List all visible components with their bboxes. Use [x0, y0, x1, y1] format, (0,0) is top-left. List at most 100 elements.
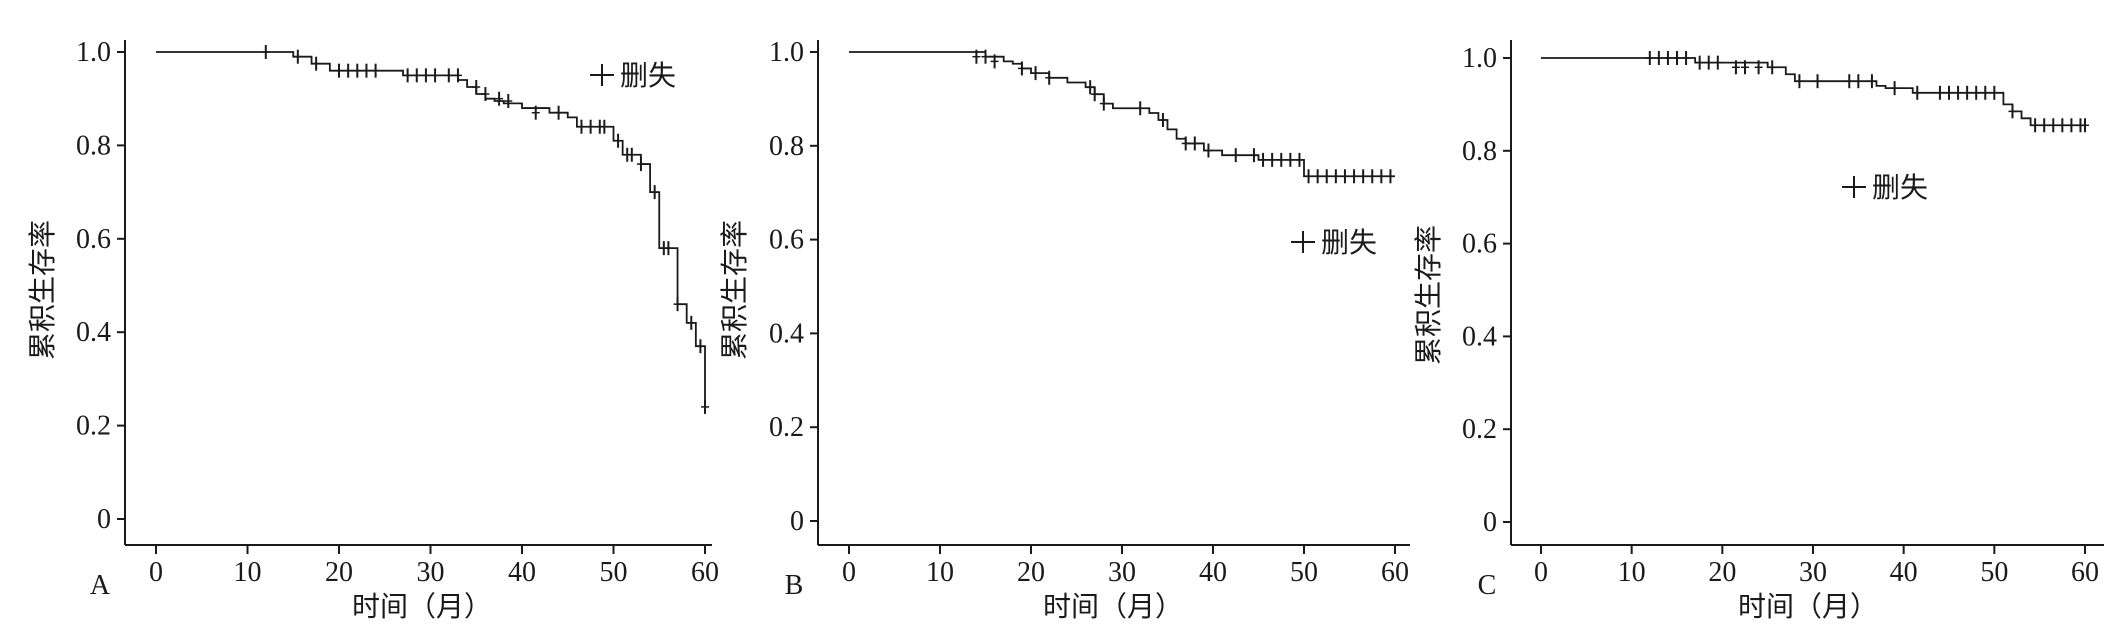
censor-mark [2049, 118, 2058, 133]
censor-mark [972, 49, 981, 64]
censor-mark [586, 119, 595, 134]
censor-mark [403, 68, 412, 83]
censor-mark [1313, 169, 1322, 184]
y-tick-label: 0.4 [76, 317, 111, 348]
legend: 删失 [590, 59, 676, 92]
y-tick-label: 0 [97, 504, 111, 535]
panel-label: C [1478, 570, 1497, 601]
censor-mark [1331, 169, 1340, 184]
censor-mark [2040, 118, 2049, 133]
x-tick-label: 50 [1980, 557, 2008, 588]
y-tick-label: 0 [1483, 507, 1497, 538]
survival-curve [1541, 57, 2085, 127]
x-tick-label: 60 [691, 557, 719, 588]
censor-mark [335, 63, 343, 78]
censor-mark [1768, 60, 1777, 75]
censor-mark [577, 119, 586, 134]
censor-mark [344, 63, 353, 78]
x-tick-label: 10 [926, 557, 954, 588]
censor-mark [614, 133, 623, 148]
panel-label: B [785, 570, 804, 601]
survival-curve [849, 51, 1395, 178]
censor-mark [627, 147, 636, 162]
censor-mark [1322, 169, 1331, 184]
censor-mark [1704, 55, 1713, 70]
censor-mark [1031, 66, 1040, 81]
censor-mark [1231, 148, 1240, 163]
x-tick-label: 30 [1108, 557, 1136, 588]
censor-mark [353, 63, 362, 78]
censor-mark [1377, 169, 1386, 184]
censor-mark [1695, 55, 1704, 70]
censor-mark [1731, 60, 1740, 75]
y-tick-label: 1.0 [76, 37, 111, 68]
x-tick-label: 30 [417, 557, 445, 588]
censor-mark [673, 297, 682, 312]
censor-mark [1190, 136, 1199, 151]
x-tick-label: 40 [508, 557, 536, 588]
censor-mark [261, 45, 270, 59]
censor-mark [1386, 169, 1395, 184]
censor-mark [1972, 85, 1981, 100]
x-tick-label: 10 [234, 557, 262, 588]
censor-mark [1754, 60, 1763, 75]
censor-mark [1645, 51, 1654, 65]
censor-mark [1854, 74, 1863, 89]
censor-mark [1259, 152, 1268, 167]
censor-mark [1249, 148, 1258, 163]
y-tick-label: 0.6 [769, 225, 804, 256]
censor-mark [1295, 152, 1304, 167]
censor-mark [371, 63, 380, 78]
censor-mark [1713, 55, 1722, 70]
censor-mark [2031, 118, 2040, 133]
y-tick-label: 1.0 [1462, 43, 1497, 74]
x-tick-label: 40 [1890, 557, 1918, 588]
y-tick-label: 0.6 [76, 224, 111, 255]
censor-mark [1277, 152, 1286, 167]
panel-label: A [90, 570, 111, 601]
censor-mark [2067, 118, 2076, 133]
censor-mark [1086, 80, 1095, 95]
legend: 删失 [1291, 226, 1377, 259]
censor-mark [453, 68, 462, 83]
legend: 删失 [1842, 171, 1928, 204]
x-axis-label: 时间（月） [1738, 590, 1878, 623]
censor-mark [1368, 169, 1377, 184]
censor-mark [362, 63, 371, 78]
censor-mark [1099, 96, 1108, 111]
x-tick-label: 0 [842, 557, 856, 588]
x-tick-label: 10 [1618, 557, 1646, 588]
censor-mark [990, 54, 999, 69]
x-tick-label: 50 [1290, 557, 1318, 588]
y-tick-label: 0.4 [769, 318, 804, 349]
censor-mark [1654, 51, 1663, 65]
censor-mark [687, 315, 696, 330]
legend-label: 删失 [1872, 171, 1928, 204]
censor-mark [1682, 51, 1691, 65]
censor-mark [431, 68, 440, 83]
censor-mark [1741, 60, 1749, 75]
censor-mark [1845, 74, 1854, 89]
censor-mark [1990, 85, 1999, 100]
y-tick-label: 0.6 [1462, 229, 1497, 260]
censor-mark [1795, 74, 1804, 89]
censor-mark [981, 49, 990, 64]
censor-mark [531, 105, 540, 120]
censor-mark [312, 56, 321, 71]
censor-mark [701, 399, 709, 414]
censor-mark [1045, 70, 1054, 85]
censor-mark [1090, 87, 1099, 102]
censor-mark [1673, 51, 1681, 65]
censor-mark [1181, 136, 1190, 151]
censor-mark [412, 68, 421, 83]
legend-label: 删失 [1321, 226, 1377, 259]
censor-mark [636, 157, 645, 172]
censor-mark [1867, 74, 1876, 89]
censor-mark [1304, 169, 1313, 184]
y-tick-label: 0.8 [1462, 136, 1497, 167]
x-axis-label: 时间（月） [352, 590, 492, 623]
